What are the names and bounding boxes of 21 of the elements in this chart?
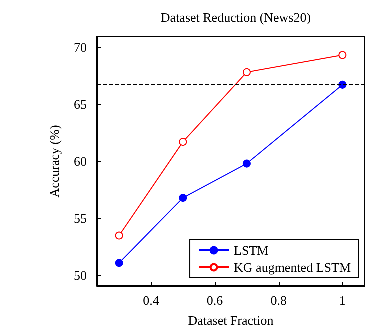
x-axis-title: Dataset Fraction [188,313,274,328]
x-tick-label: 0.4 [143,293,160,308]
point [115,232,124,240]
x-tick-label: 0.6 [206,293,224,308]
x-tick-label: 0.8 [270,293,287,308]
point [179,194,188,202]
legend-label: KG augmented LSTM [234,260,352,275]
y-tick-label: 70 [74,40,87,55]
y-tick-label: 50 [74,268,87,284]
point [115,259,124,268]
y-tick-label: 60 [74,154,87,169]
point [242,68,251,76]
point [242,160,251,168]
point [338,51,347,60]
point [179,138,188,146]
y-axis-title: Accuracy (%) [47,125,62,198]
y-tick-label: 65 [74,96,87,112]
chart-title: Dataset Reduction (News20) [160,10,312,25]
x-tick-label: 1 [339,293,346,308]
legend-label: LSTM [234,243,270,258]
y-tick-label: 55 [74,211,87,226]
